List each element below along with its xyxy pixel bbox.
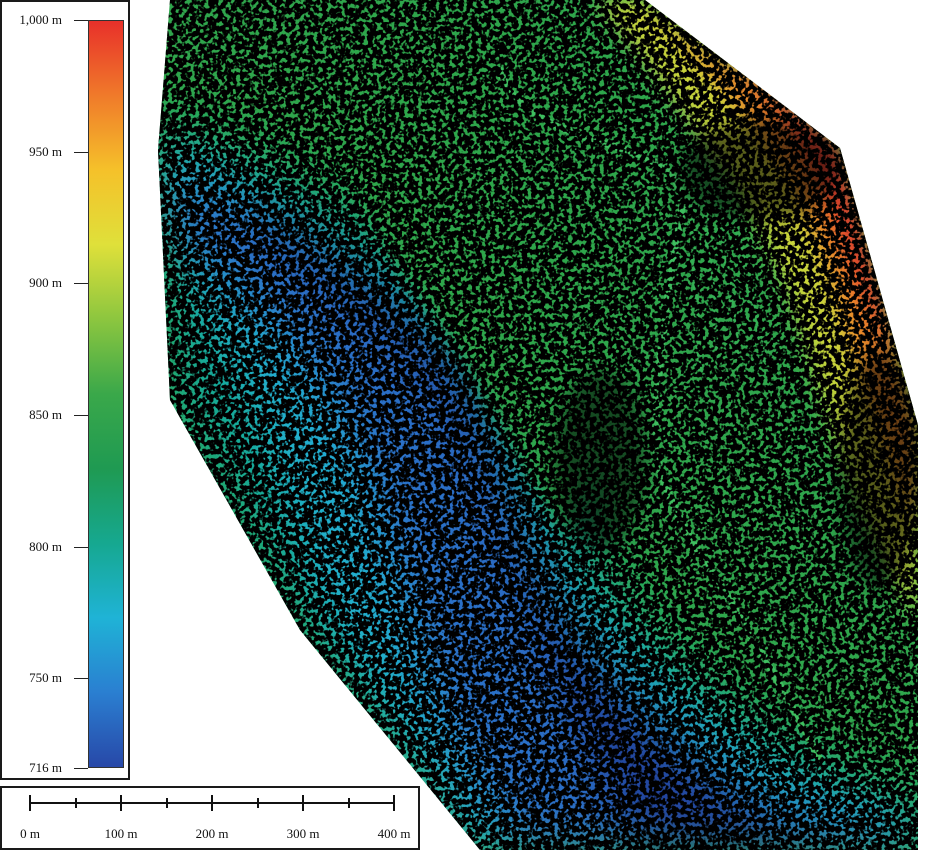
legend-tick-label: 900 m bbox=[29, 275, 62, 290]
scale-tick bbox=[393, 795, 395, 811]
legend-tick-label: 800 m bbox=[29, 539, 62, 554]
scale-tick bbox=[257, 798, 259, 808]
elevation-legend: 1,000 m 950 m 900 m 850 m 800 m 750 m 716 m bbox=[0, 0, 130, 780]
map-edge bbox=[918, 0, 948, 850]
scale-tick bbox=[120, 795, 122, 811]
scale-tick bbox=[75, 798, 77, 808]
scale-label: 200 m bbox=[195, 826, 229, 841]
legend-tick bbox=[74, 283, 88, 284]
legend-tick bbox=[74, 678, 88, 679]
legend-tick-label: 750 m bbox=[29, 670, 62, 685]
shadow-zone bbox=[555, 370, 645, 550]
legend-tick bbox=[74, 547, 88, 548]
scale-label: 100 m bbox=[104, 826, 138, 841]
scale-tick bbox=[348, 798, 350, 808]
scale-label: 300 m bbox=[286, 826, 320, 841]
elevation-color-ramp bbox=[88, 20, 124, 768]
scale-label: 400 m bbox=[377, 826, 411, 841]
shadow-zone bbox=[840, 350, 918, 590]
shadow-zone bbox=[680, 120, 840, 220]
legend-tick bbox=[74, 20, 88, 21]
scale-tick bbox=[166, 798, 168, 808]
scale-tick bbox=[29, 795, 31, 811]
legend-tick bbox=[74, 768, 88, 769]
scale-label: 0 m bbox=[20, 826, 40, 841]
scale-tick bbox=[302, 795, 304, 811]
legend-tick-label: 950 m bbox=[29, 144, 62, 159]
legend-tick bbox=[74, 415, 88, 416]
legend-tick-label: 716 m bbox=[29, 760, 62, 775]
legend-tick-label: 1,000 m bbox=[19, 12, 62, 27]
legend-tick-label: 850 m bbox=[29, 407, 62, 422]
scale-bar: 0 m 100 m 200 m 300 m 400 m bbox=[0, 786, 420, 850]
scale-tick bbox=[211, 795, 213, 811]
legend-tick bbox=[74, 152, 88, 153]
